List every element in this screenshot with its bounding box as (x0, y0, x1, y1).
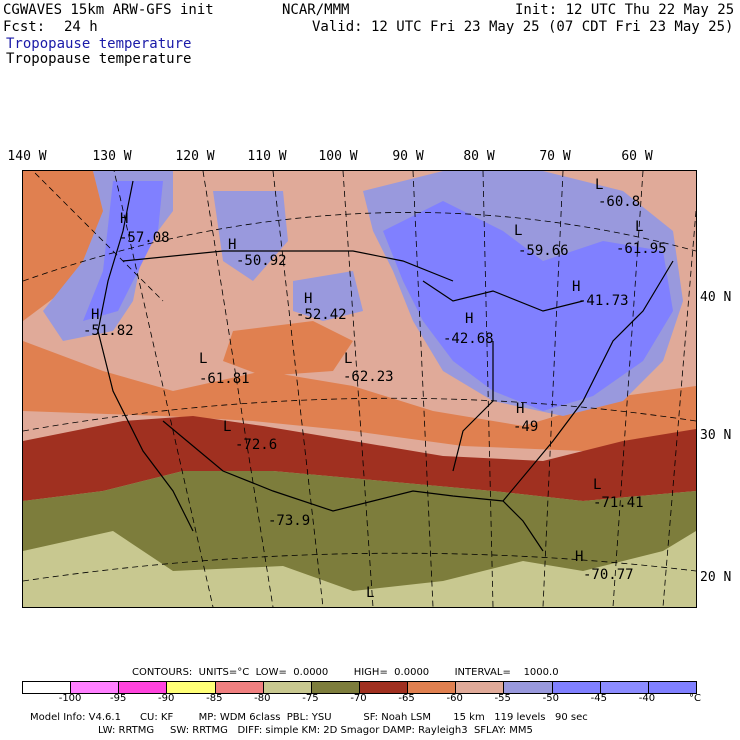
map-hl-marker: H (575, 549, 584, 565)
map-value: -41.73 (578, 293, 629, 309)
fcst-label: Fcst: (3, 19, 46, 35)
map-hl-marker: L (635, 219, 644, 235)
lon-label: 60 W (621, 149, 653, 164)
color-bar-swatch (23, 682, 72, 693)
map-value: -49 (513, 419, 539, 435)
map-value: -61.81 (199, 371, 250, 387)
map-value: -73.9 (268, 513, 311, 529)
map-hl-marker: H (91, 307, 100, 323)
model-info-line2: LW: RRTMG SW: RRTMG DIFF: simple KM: 2D … (98, 725, 533, 736)
color-bar-tick-label: -60 (446, 693, 463, 704)
fcst-value: 24 h (64, 19, 98, 35)
map-hl-marker: L (223, 419, 232, 435)
map-value: -57.08 (119, 230, 170, 246)
map-value: -60.8 (598, 194, 641, 210)
color-bar-tick-label: -65 (398, 693, 415, 704)
lon-label: 80 W (463, 149, 495, 164)
lon-label: 70 W (539, 149, 571, 164)
map-value: -42.68 (443, 331, 494, 347)
map-hl-marker: L (199, 351, 208, 367)
valid-time: Valid: 12 UTC Fri 23 May 25 (07 CDT Fri … (312, 19, 734, 35)
init-time: Init: 12 UTC Thu 22 May 25 (515, 2, 735, 18)
map-hl-marker: H (120, 211, 129, 227)
lon-label: 90 W (392, 149, 424, 164)
color-bar-swatch (504, 682, 553, 693)
map-value: -51.82 (83, 323, 134, 339)
map-value: -72.6 (235, 437, 278, 453)
lon-label: 100 W (318, 149, 358, 164)
color-bar-swatch (552, 682, 601, 693)
color-bar-tick-label: -90 (158, 693, 175, 704)
lon-label: 140 W (7, 149, 47, 164)
color-bar-swatch (215, 682, 264, 693)
color-bar-swatch (359, 682, 409, 693)
map-hl-marker: H (465, 311, 474, 327)
lat-label: 20 N (700, 570, 732, 585)
color-bar-tick-label: -70 (350, 693, 367, 704)
color-bar-swatch (408, 682, 457, 693)
map-hl-marker: H (516, 401, 525, 417)
center-name: NCAR/MMM (282, 2, 350, 18)
color-bar-swatch (71, 682, 120, 693)
lon-label: 130 W (92, 149, 132, 164)
color-bar-tick-label: -100 (58, 693, 82, 704)
color-bar-tick-label: -50 (542, 693, 559, 704)
map-value: -70.77 (583, 567, 634, 583)
lon-label: 110 W (247, 149, 287, 164)
color-bar-swatch (600, 682, 649, 693)
model-info-line1: Model Info: V4.6.1 CU: KF MP: WDM 6class… (30, 712, 588, 723)
color-bar-tick-label: -55 (494, 693, 511, 704)
map-panel: H -57.08 H -50.92 H -51.82 H -52.42 L -6… (22, 170, 697, 608)
color-bar-swatch (167, 682, 216, 693)
color-bar-tick-label: -75 (302, 693, 319, 704)
map-hl-marker: H (304, 291, 313, 307)
map-hl-marker: L (366, 585, 375, 601)
color-bar-swatch (648, 682, 696, 693)
map-value: -62.23 (343, 369, 394, 385)
color-bar-tick-label: °C (689, 693, 701, 704)
color-bar-tick-label: -45 (590, 693, 608, 704)
color-bar-swatch (456, 682, 505, 693)
lat-label: 30 N (700, 428, 732, 443)
lat-label: 40 N (700, 290, 732, 305)
map-hl-marker: H (228, 237, 237, 253)
color-bar-swatch (119, 682, 168, 693)
map-hl-marker: L (344, 351, 353, 367)
lon-label: 120 W (175, 149, 215, 164)
field-title-blue: Tropopause temperature (6, 36, 192, 52)
map-value: -50.92 (236, 253, 287, 269)
map-hl-marker: L (595, 177, 604, 193)
color-bar-tick-label: -95 (109, 693, 127, 704)
color-bar-tick-label: -85 (206, 693, 223, 704)
map-value: -52.42 (296, 307, 347, 323)
color-bar-swatch (311, 682, 360, 693)
color-bar-tick-label: -80 (254, 693, 271, 704)
map-hl-marker: H (572, 279, 581, 295)
map-fill (23, 171, 696, 607)
model-title: CGWAVES 15km ARW-GFS init (3, 2, 214, 18)
map-hl-marker: L (514, 223, 523, 239)
map-value: -71.41 (593, 495, 644, 511)
color-bar-swatch (263, 682, 312, 693)
map-hl-marker: L (593, 477, 602, 493)
map-value: -61.95 (616, 241, 667, 257)
color-bar (22, 681, 697, 694)
contours-info: CONTOURS: UNITS=°C LOW= 0.0000 HIGH= 0.0… (132, 667, 559, 678)
map-value: -59.66 (518, 243, 569, 259)
field-title-black: Tropopause temperature (6, 51, 192, 67)
color-bar-tick-label: -40 (638, 693, 656, 704)
